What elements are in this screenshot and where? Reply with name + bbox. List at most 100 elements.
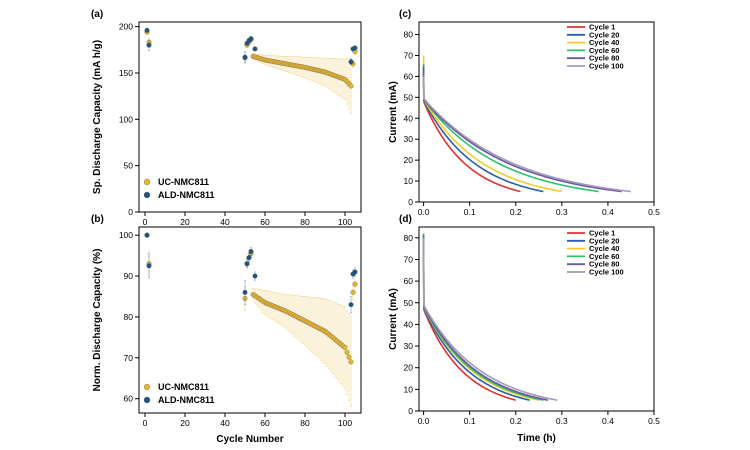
data-point (244, 261, 250, 267)
data-point (350, 289, 356, 295)
y-tick-label: 10 (404, 384, 414, 394)
y-tick-label: 40 (404, 319, 414, 329)
data-point (252, 46, 258, 52)
x-tick-label: 20 (180, 217, 190, 227)
x-tick-label: 0 (143, 418, 148, 428)
series-line-cycle-40 (422, 55, 562, 193)
y-tick-label: 70 (404, 50, 414, 60)
series-line-cycle-80 (422, 235, 549, 401)
data-point (346, 354, 352, 360)
y-tick-label: 80 (124, 312, 134, 322)
x-axis-title: Cycle Number (216, 434, 283, 445)
y-tick-label: 30 (404, 341, 414, 351)
panel-c: 0.0 0.1 0.2 0.3 0.4 0.5 0 10 20 30 40 50 60 70 80 (c) Cu… (388, 9, 660, 217)
y-tick-label: 30 (404, 134, 414, 144)
legend: UC-NMC811 ALD-NMC811 (143, 177, 215, 200)
series-line-cycle-60 (422, 63, 599, 193)
x-tick-label: 0.5 (648, 416, 660, 426)
x-tick-label: 0.1 (464, 416, 476, 426)
x-tick-label: 0.4 (602, 416, 614, 426)
x-tick-label: 80 (300, 217, 310, 227)
legend-label: Cycle 1 (589, 229, 615, 238)
y-tick-label: 0 (408, 406, 413, 416)
plot-frame (138, 21, 362, 213)
y-tick-label: 150 (119, 68, 133, 78)
legend-label: ALD-NMC811 (158, 190, 215, 200)
legend-marker (143, 178, 151, 186)
x-tick-label: 0.5 (648, 207, 660, 217)
legend-label: Cycle 100 (589, 268, 624, 277)
y-tick-label: 0 (408, 197, 413, 207)
x-tick-label: 20 (180, 418, 190, 428)
series-ALD-NMC811 (144, 232, 358, 314)
series-line-cycle-1 (422, 237, 516, 401)
data-point (146, 263, 152, 269)
x-tick-label: 0 (143, 217, 148, 227)
legend-label: Cycle 100 (589, 62, 624, 71)
data-point (352, 45, 358, 51)
x-axis-title: Time (h) (517, 433, 556, 444)
y-axis-title: Sp. Discharge Capacity (mA h/g) (92, 40, 103, 194)
x-tick-label: 0.2 (510, 207, 522, 217)
x-tick-label: 100 (338, 418, 352, 428)
data-point (352, 281, 358, 287)
data-point (242, 289, 248, 295)
x-tick-label: 100 (338, 217, 352, 227)
legend: UC-NMC811 ALD-NMC811 (143, 382, 215, 405)
data-point (352, 269, 358, 275)
y-tick-label: 200 (119, 22, 133, 32)
y-tick-label: 0 (128, 207, 133, 217)
legend-marker (143, 191, 151, 199)
legend-label: UC-NMC811 (158, 382, 209, 392)
y-tick-label: 70 (404, 254, 414, 264)
panel-d: 0.0 0.1 0.2 0.3 0.4 0.5 0 10 20 30 40 50 60 70 80 (d) Cu… (388, 214, 660, 444)
legend-label: Cycle 80 (589, 260, 619, 269)
y-tick-label: 90 (124, 271, 134, 281)
legend-label: Cycle 60 (589, 252, 619, 261)
data-point (348, 359, 354, 365)
plot-frame (138, 226, 362, 414)
legend-label: Cycle 1 (589, 23, 615, 32)
legend-marker (143, 396, 151, 404)
y-tick-label: 70 (124, 353, 134, 363)
data-point (144, 27, 150, 33)
legend-label: UC-NMC811 (158, 177, 209, 187)
series-ALD-NMC811 (144, 27, 358, 65)
y-tick-label: 80 (404, 233, 414, 243)
y-tick-label: 80 (404, 30, 414, 40)
data-point (348, 59, 354, 65)
series-line-cycle-80 (422, 65, 622, 193)
x-tick-label: 40 (220, 217, 230, 227)
x-tick-label: 0.0 (418, 416, 430, 426)
x-tick-label: 0.3 (556, 416, 568, 426)
legend-label: Cycle 80 (589, 54, 619, 63)
y-tick-label: 100 (119, 230, 133, 240)
series-UC-NMC811 (144, 232, 358, 408)
panel-label: (a) (91, 9, 103, 20)
panel-b: 0 20 40 60 80 100 60 70 80 90 100 (b) Norm. Discharg… (91, 214, 362, 445)
x-tick-label: 80 (300, 418, 310, 428)
y-tick-label: 20 (404, 363, 414, 373)
data-point (248, 36, 254, 42)
legend-label: Cycle 20 (589, 30, 619, 39)
data-point (344, 349, 350, 355)
data-point (348, 83, 354, 89)
y-axis-title: Norm. Discharge Capacity (%) (92, 249, 103, 392)
panel-label: (b) (91, 214, 104, 225)
x-tick-label: 60 (260, 418, 270, 428)
y-tick-label: 60 (404, 276, 414, 286)
legend-label: Cycle 40 (589, 38, 619, 47)
series-line-cycle-100 (422, 237, 558, 401)
plot-frame (418, 21, 655, 203)
series-line-cycle-60 (422, 233, 544, 401)
y-tick-label: 100 (119, 114, 133, 124)
data-point (348, 302, 354, 308)
y-tick-label: 50 (404, 92, 414, 102)
data-point (246, 255, 252, 261)
y-axis-title: Current (mA) (388, 81, 399, 143)
y-tick-label: 60 (124, 394, 134, 404)
data-point (242, 54, 248, 60)
